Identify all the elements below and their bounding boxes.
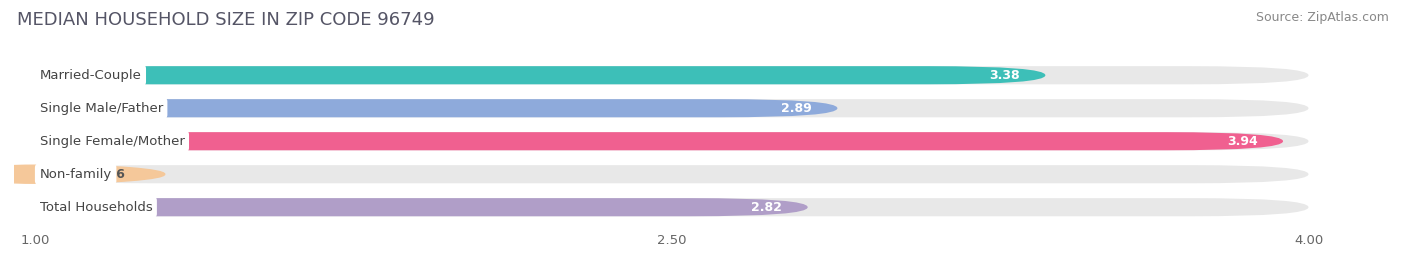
Text: 3.38: 3.38 [990,69,1019,82]
FancyBboxPatch shape [35,198,1309,216]
FancyBboxPatch shape [35,132,1309,150]
Text: Total Households: Total Households [39,201,152,214]
FancyBboxPatch shape [35,165,1309,183]
FancyBboxPatch shape [35,99,1309,117]
Text: Single Male/Father: Single Male/Father [39,102,163,115]
FancyBboxPatch shape [35,66,1046,84]
Circle shape [0,165,165,183]
Text: Married-Couple: Married-Couple [39,69,142,82]
FancyBboxPatch shape [35,198,807,216]
Text: 3.94: 3.94 [1227,135,1257,148]
Text: 2.82: 2.82 [751,201,782,214]
Text: Single Female/Mother: Single Female/Mother [39,135,184,148]
Text: 1.06: 1.06 [94,168,125,181]
Text: MEDIAN HOUSEHOLD SIZE IN ZIP CODE 96749: MEDIAN HOUSEHOLD SIZE IN ZIP CODE 96749 [17,11,434,29]
FancyBboxPatch shape [35,66,1309,84]
Text: Source: ZipAtlas.com: Source: ZipAtlas.com [1256,11,1389,24]
FancyBboxPatch shape [35,132,1284,150]
FancyBboxPatch shape [35,99,838,117]
Text: Non-family: Non-family [39,168,111,181]
Text: 2.89: 2.89 [782,102,811,115]
